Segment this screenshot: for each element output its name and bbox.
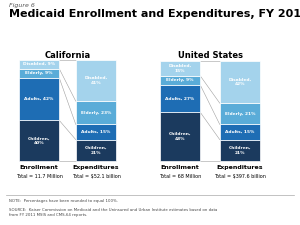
Bar bbox=[160, 85, 200, 112]
Bar bbox=[160, 76, 200, 85]
Text: Figure 6: Figure 6 bbox=[9, 3, 35, 8]
Text: Total = $397.6 billion: Total = $397.6 billion bbox=[214, 174, 266, 179]
Text: Children,
21%: Children, 21% bbox=[229, 146, 251, 155]
Text: Children,
21%: Children, 21% bbox=[85, 146, 107, 155]
Text: Total = $52.1 billion: Total = $52.1 billion bbox=[72, 174, 120, 179]
Text: Children,
48%: Children, 48% bbox=[169, 132, 191, 141]
Text: Adults, 15%: Adults, 15% bbox=[225, 130, 255, 134]
Text: United States: United States bbox=[178, 51, 242, 60]
Text: Elderly, 23%: Elderly, 23% bbox=[81, 111, 111, 115]
Bar bbox=[19, 78, 59, 120]
Text: NOTE:  Percentages have been rounded to equal 100%.: NOTE: Percentages have been rounded to e… bbox=[9, 199, 118, 203]
Text: Elderly, 9%: Elderly, 9% bbox=[166, 78, 194, 82]
Text: Disabled,
15%: Disabled, 15% bbox=[168, 64, 192, 72]
Text: Total = 68 Million: Total = 68 Million bbox=[159, 174, 201, 179]
Bar bbox=[76, 60, 116, 101]
Text: Enrollment: Enrollment bbox=[20, 165, 58, 170]
Text: FAMILY: FAMILY bbox=[258, 211, 273, 216]
Text: Children,
40%: Children, 40% bbox=[28, 136, 50, 145]
Text: SOURCE:  Kaiser Commission on Medicaid and the Uninsured and Urban Institute est: SOURCE: Kaiser Commission on Medicaid an… bbox=[9, 208, 217, 217]
Bar bbox=[160, 112, 200, 161]
Text: Enrollment: Enrollment bbox=[160, 165, 200, 170]
Bar bbox=[19, 69, 59, 78]
Text: Adults, 27%: Adults, 27% bbox=[165, 97, 195, 101]
Bar bbox=[19, 60, 59, 69]
Text: Disabled,
41%: Disabled, 41% bbox=[84, 76, 108, 85]
Text: Elderly, 9%: Elderly, 9% bbox=[25, 71, 53, 75]
Text: California: California bbox=[44, 51, 91, 60]
Text: Expenditures: Expenditures bbox=[217, 165, 263, 170]
Bar bbox=[220, 140, 260, 161]
Text: Total = 11.7 Million: Total = 11.7 Million bbox=[16, 174, 62, 179]
Text: FOUNDATION: FOUNDATION bbox=[254, 216, 277, 220]
Bar bbox=[19, 120, 59, 161]
Bar bbox=[220, 61, 260, 103]
Text: Adults, 15%: Adults, 15% bbox=[81, 130, 111, 134]
Text: Medicaid Enrollment and Expenditures, FY 2011: Medicaid Enrollment and Expenditures, FY… bbox=[9, 9, 300, 19]
Bar bbox=[220, 124, 260, 140]
Bar bbox=[76, 124, 116, 140]
Text: Elderly, 21%: Elderly, 21% bbox=[225, 112, 255, 116]
Bar bbox=[220, 103, 260, 124]
Text: KAISER: KAISER bbox=[255, 205, 276, 210]
Bar bbox=[160, 61, 200, 76]
Bar bbox=[76, 101, 116, 124]
Text: Disabled, 9%: Disabled, 9% bbox=[23, 62, 55, 66]
Text: Disabled,
42%: Disabled, 42% bbox=[228, 78, 252, 86]
Bar bbox=[76, 140, 116, 161]
Text: Adults, 42%: Adults, 42% bbox=[24, 97, 54, 101]
Text: Expenditures: Expenditures bbox=[73, 165, 119, 170]
